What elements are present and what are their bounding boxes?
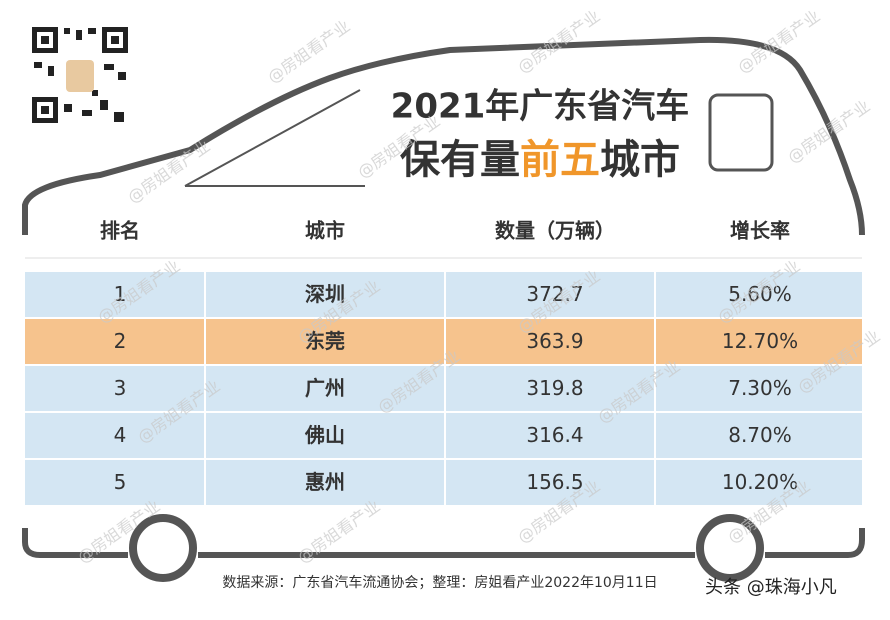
table-cell: 4 <box>114 423 127 447</box>
source-note: 数据来源：广东省汽车流通协会；整理：房姐看产业2022年10月11日 <box>222 574 657 591</box>
table-row <box>25 272 862 317</box>
table-cell: 2 <box>114 329 127 353</box>
table-cell: 东莞 <box>305 329 345 353</box>
table: 1 深圳 372.7 5.60% 2 东莞 363.9 12.70% 3 广州 319.8 7.30%… <box>25 272 862 505</box>
title-part: 城市 <box>600 137 680 183</box>
table-cell: 156.5 <box>526 470 583 494</box>
table-cell: 惠州 <box>305 470 345 494</box>
column-header: 城市 <box>305 219 345 243</box>
table-cell: 372.7 <box>526 282 583 306</box>
table-cell: 5 <box>114 470 127 494</box>
table-row <box>25 319 862 364</box>
credit: 头条 @珠海小凡 <box>705 577 837 598</box>
table-cell: 佛山 <box>304 423 345 447</box>
title-part: 保有量 <box>400 137 520 183</box>
title-line1: 2021年广东省汽车 <box>391 87 690 127</box>
table-cell: 316.4 <box>526 423 583 447</box>
table-cell: 1 <box>114 282 127 306</box>
table-cell: 3 <box>114 376 127 400</box>
table-cell: 5.60% <box>728 282 792 306</box>
table-cell: 319.8 <box>526 376 583 400</box>
column-header: 数量（万辆） <box>495 219 615 243</box>
table-row <box>25 460 862 505</box>
column-header: 增长率 <box>730 219 790 243</box>
qr-code <box>30 25 130 125</box>
table-cell: 7.30% <box>728 376 792 400</box>
table-row <box>25 413 862 458</box>
table-cell: 深圳 <box>305 282 345 306</box>
table-cell: 广州 <box>305 376 345 400</box>
table-row <box>25 366 862 411</box>
title-line2: 保有量前五城市 <box>400 137 680 183</box>
car-outline <box>22 36 865 582</box>
title-highlight: 前五 <box>520 137 600 183</box>
table-cell: 12.70% <box>722 329 798 353</box>
table-cell: 363.9 <box>526 329 583 353</box>
table-cell: 10.20% <box>722 470 798 494</box>
table-cell: 8.70% <box>728 423 792 447</box>
column-header: 排名 <box>100 219 140 243</box>
